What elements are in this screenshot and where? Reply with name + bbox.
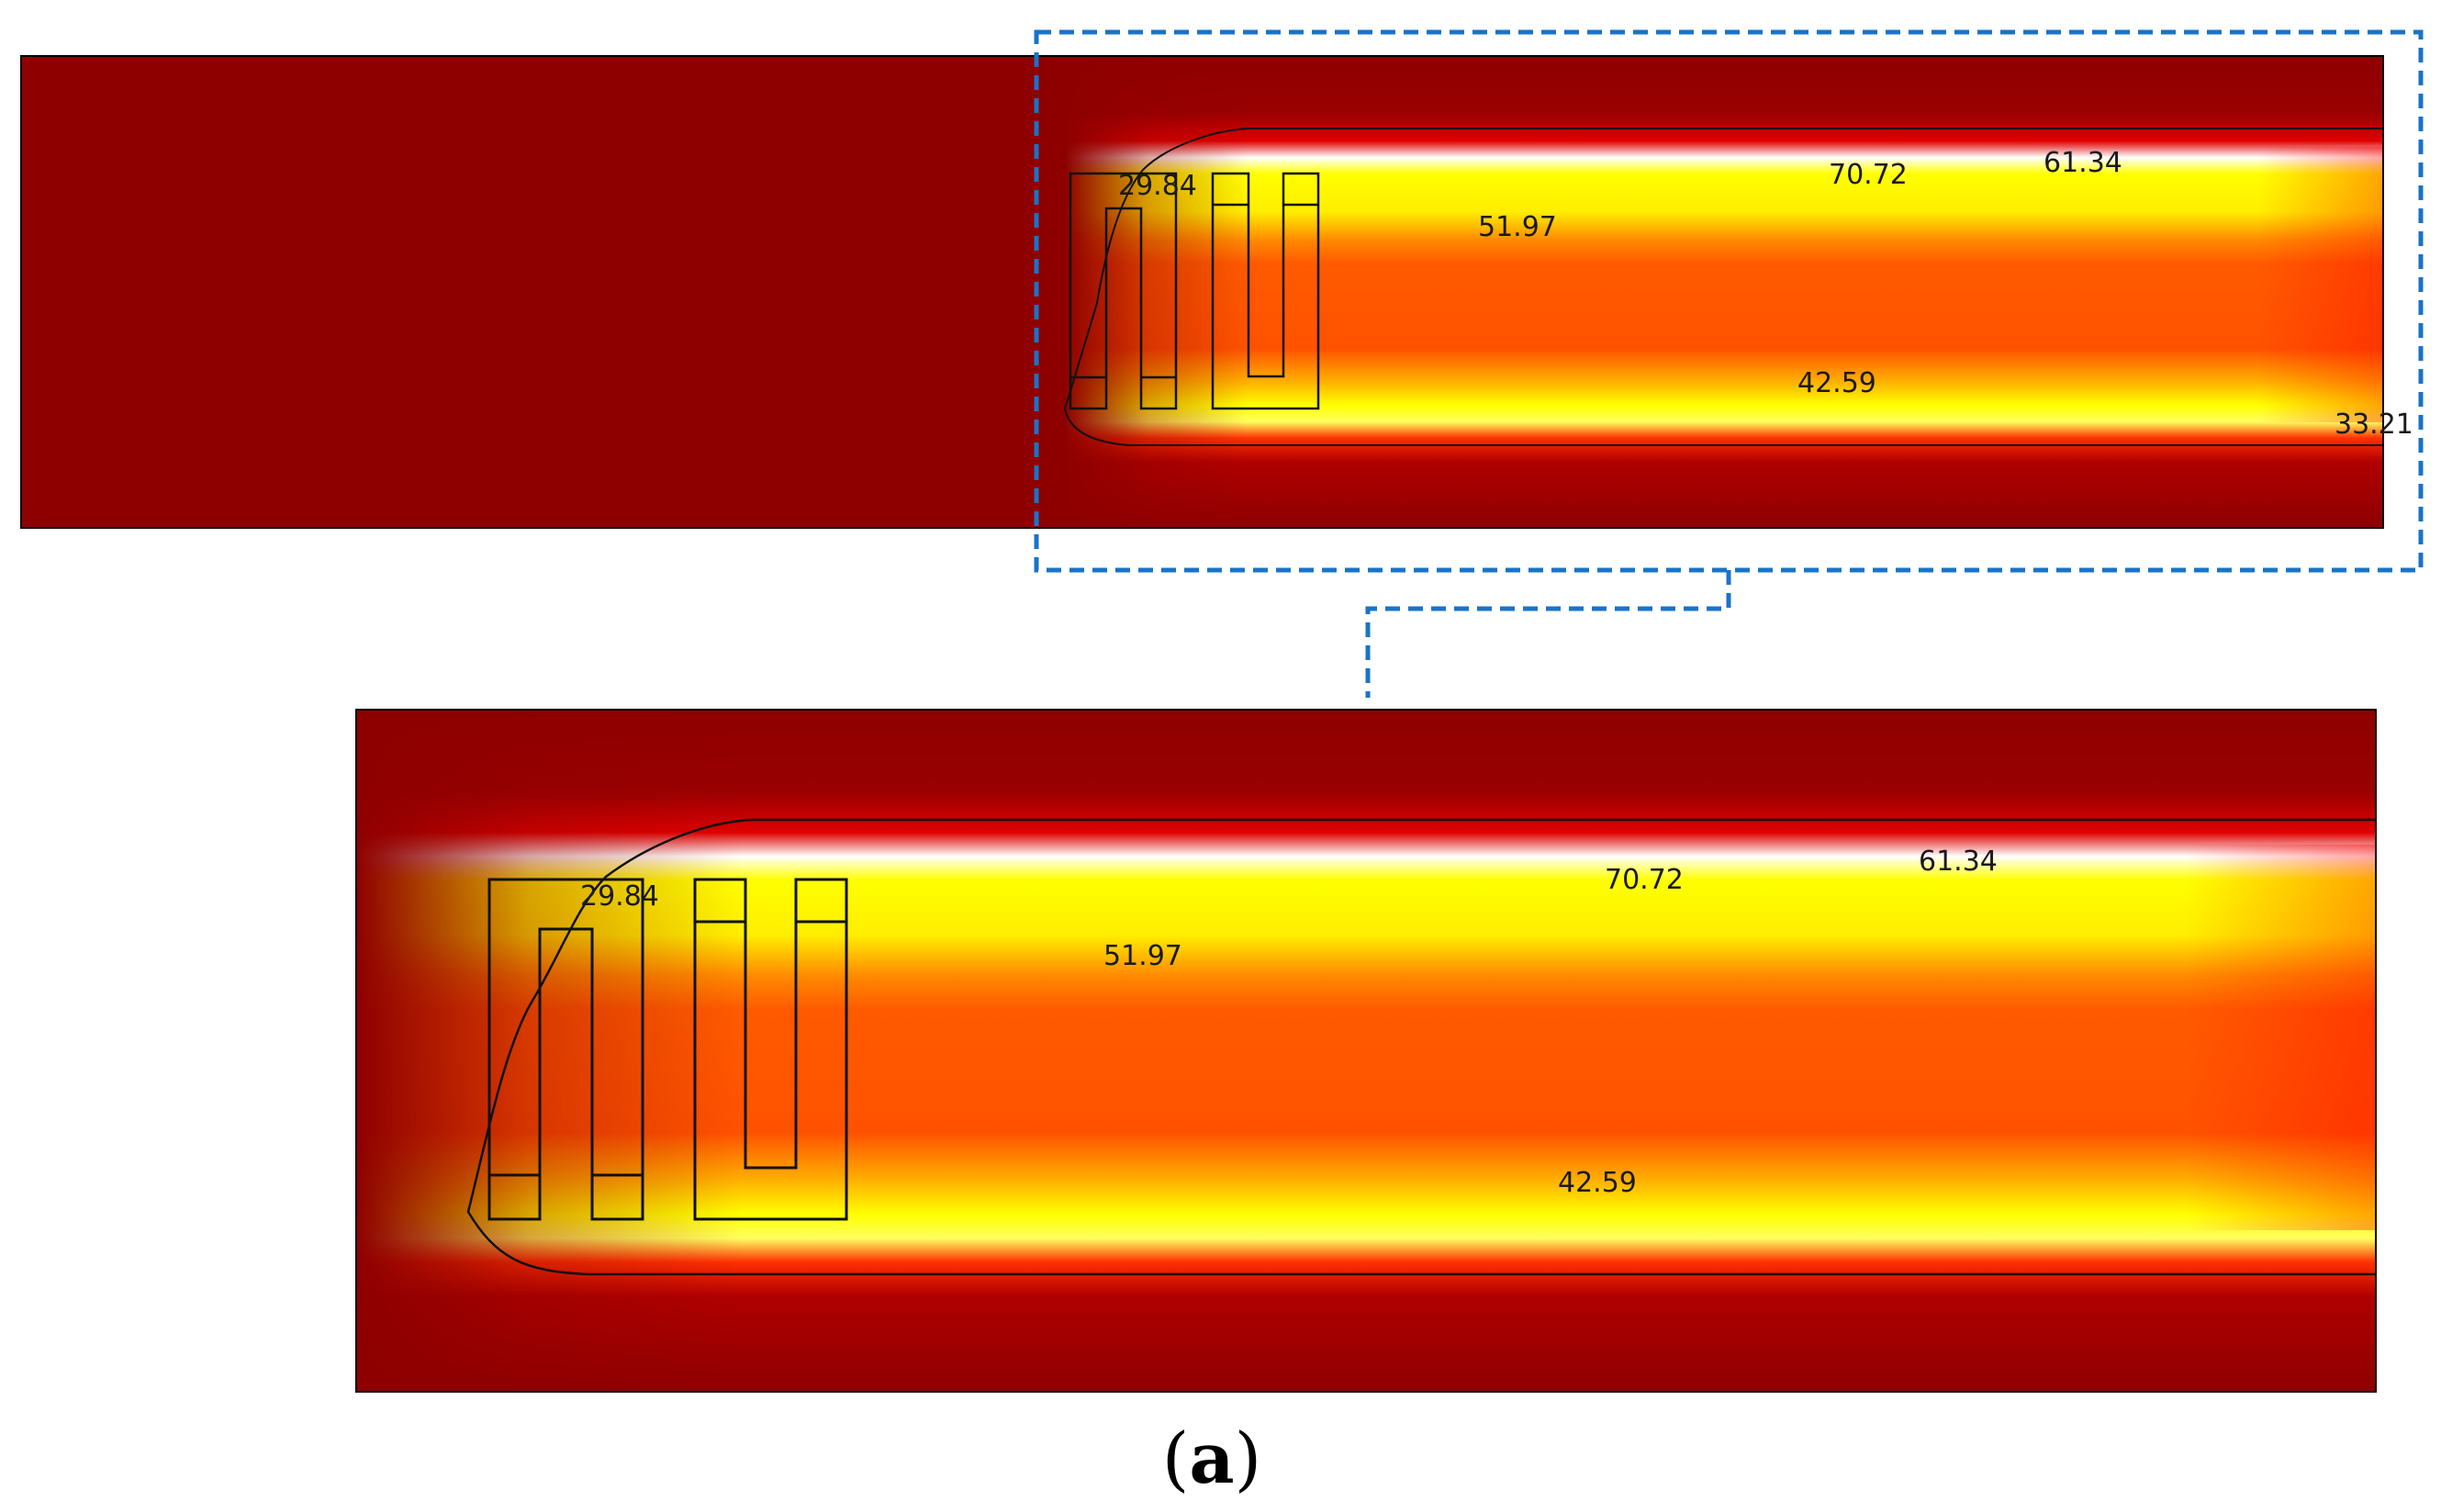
overview-label-51-97: 51.97: [1478, 211, 1557, 243]
overview-panel: 29.84 70.72 61.34 51.97 42.59 33.21: [20, 55, 2413, 529]
overview-electrode-left: [1069, 172, 1178, 410]
zoom-indicator: [1034, 29, 2424, 698]
caption-open-paren: (: [1162, 1417, 1190, 1499]
overview-label-33-21: 33.21: [2335, 409, 2413, 441]
overview-electrodes: [1069, 172, 1320, 410]
zoom-electrodes: [487, 878, 848, 1221]
overview-label-29-84: 29.84: [1118, 170, 1197, 202]
zoom-label-61-34: 61.34: [1919, 846, 1998, 878]
overview-frame: [20, 55, 2384, 529]
zoom-region-box: [1034, 29, 2424, 573]
zoom-electrode-right: [693, 878, 848, 1221]
zoom-frame: [355, 709, 2377, 1393]
zoom-label-42-59: 42.59: [1558, 1167, 1637, 1199]
zoom-connector-line: [1365, 570, 1731, 698]
zoomed-panel: 29.84 70.72 61.34 51.97 42.59: [355, 709, 2377, 1393]
overview-stream-right-tint: [2258, 147, 2383, 422]
caption-letter: a: [1189, 1417, 1234, 1499]
zoom-label-51-97: 51.97: [1103, 940, 1182, 972]
overview-label-61-34: 61.34: [2043, 147, 2122, 179]
zoom-stream-fade: [356, 710, 742, 1392]
overview-label-42-59: 42.59: [1797, 367, 1876, 399]
figure-caption: (a): [1162, 1417, 1262, 1499]
overview-label-70-72: 70.72: [1829, 159, 1908, 191]
zoom-label-29-84: 29.84: [580, 880, 659, 913]
overview-electrode-right: [1211, 172, 1320, 410]
overview-stream-fade: [1065, 56, 1248, 528]
overview-heat-stream: [1065, 56, 2383, 528]
zoom-contour-outline: [466, 818, 2376, 1276]
zoom-electrode-left: [487, 878, 644, 1221]
zoom-stream-right-tint: [2185, 845, 2376, 1230]
caption-close-paren: ): [1235, 1417, 1262, 1499]
zoom-label-70-72: 70.72: [1605, 864, 1684, 896]
overview-contour-outline: [1063, 128, 2383, 446]
